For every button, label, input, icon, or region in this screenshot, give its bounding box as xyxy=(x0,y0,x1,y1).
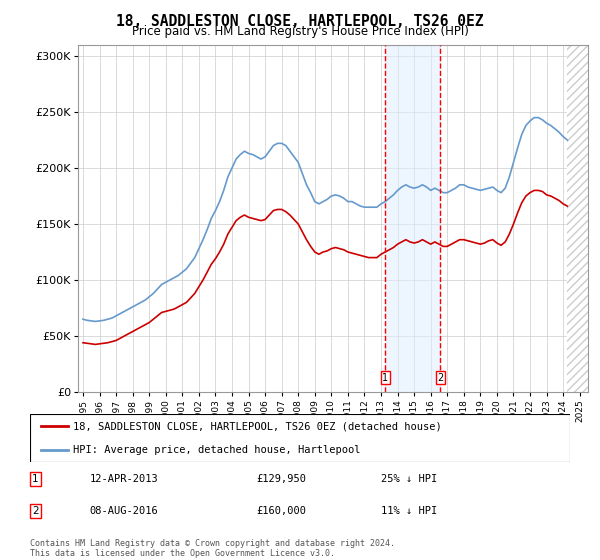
Text: 2: 2 xyxy=(437,373,443,383)
Text: 08-AUG-2016: 08-AUG-2016 xyxy=(89,506,158,516)
Text: 2: 2 xyxy=(32,506,39,516)
Text: 18, SADDLESTON CLOSE, HARTLEPOOL, TS26 0EZ (detached house): 18, SADDLESTON CLOSE, HARTLEPOOL, TS26 0… xyxy=(73,421,442,431)
Text: 1: 1 xyxy=(32,474,39,484)
Text: £160,000: £160,000 xyxy=(257,506,307,516)
Bar xyxy=(568,45,588,392)
Text: 12-APR-2013: 12-APR-2013 xyxy=(89,474,158,484)
Bar xyxy=(385,45,440,392)
Text: 11% ↓ HPI: 11% ↓ HPI xyxy=(381,506,437,516)
Text: £129,950: £129,950 xyxy=(257,474,307,484)
Text: Price paid vs. HM Land Registry's House Price Index (HPI): Price paid vs. HM Land Registry's House … xyxy=(131,25,469,38)
Text: 25% ↓ HPI: 25% ↓ HPI xyxy=(381,474,437,484)
Text: HPI: Average price, detached house, Hartlepool: HPI: Average price, detached house, Hart… xyxy=(73,445,361,455)
Text: Contains HM Land Registry data © Crown copyright and database right 2024.
This d: Contains HM Land Registry data © Crown c… xyxy=(30,539,395,558)
Text: 1: 1 xyxy=(382,373,389,383)
Bar xyxy=(568,45,588,392)
FancyBboxPatch shape xyxy=(30,414,570,462)
Text: 18, SADDLESTON CLOSE, HARTLEPOOL, TS26 0EZ: 18, SADDLESTON CLOSE, HARTLEPOOL, TS26 0… xyxy=(116,14,484,29)
